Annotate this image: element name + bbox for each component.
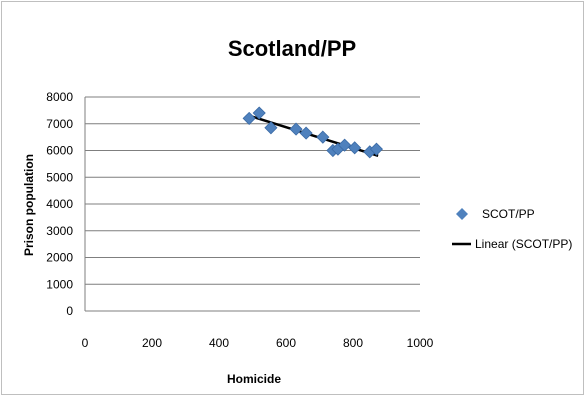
x-tick-label: 400 — [209, 336, 229, 350]
y-tick-labels: 0 1000 2000 3000 4000 5000 6000 7000 8000 — [46, 90, 73, 318]
data-point-3 — [289, 122, 303, 136]
axes — [84, 97, 420, 312]
data-points — [242, 106, 384, 159]
data-point-5 — [316, 130, 330, 144]
x-tick-label: 200 — [142, 336, 162, 350]
y-tick-label: 6000 — [46, 144, 73, 158]
x-tick-label: 800 — [343, 336, 363, 350]
x-tick-label: 0 — [82, 336, 89, 350]
y-tick-label: 3000 — [46, 224, 73, 238]
y-tick-label: 7000 — [46, 117, 73, 131]
data-point-1 — [252, 106, 266, 120]
legend-marker-scot-pp — [456, 208, 468, 220]
y-tick-label: 5000 — [46, 170, 73, 184]
data-point-2 — [264, 121, 278, 135]
legend: SCOT/PP Linear (SCOT/PP) — [452, 207, 572, 251]
data-point-8 — [338, 138, 352, 152]
data-point-0 — [242, 111, 256, 125]
x-tick-label: 600 — [276, 336, 296, 350]
y-tick-label: 8000 — [46, 90, 73, 104]
data-point-9 — [348, 141, 362, 155]
data-point-11 — [369, 142, 384, 156]
y-axis-label: Prison population — [22, 154, 36, 256]
x-tick-label: 1000 — [407, 336, 434, 350]
y-tick-label: 1000 — [46, 277, 73, 291]
y-tick-label: 2000 — [46, 251, 73, 265]
x-tick-labels: 0 200 400 600 800 1000 — [82, 336, 434, 350]
y-tick-label: 4000 — [46, 197, 73, 211]
legend-label-scot-pp: SCOT/PP — [482, 207, 535, 221]
chart-title: Scotland/PP — [228, 36, 356, 61]
data-point-4 — [299, 126, 313, 140]
x-axis-label: Homicide — [227, 372, 281, 386]
legend-label-trendline: Linear (SCOT/PP) — [475, 237, 572, 251]
y-tick-label: 0 — [66, 304, 73, 318]
